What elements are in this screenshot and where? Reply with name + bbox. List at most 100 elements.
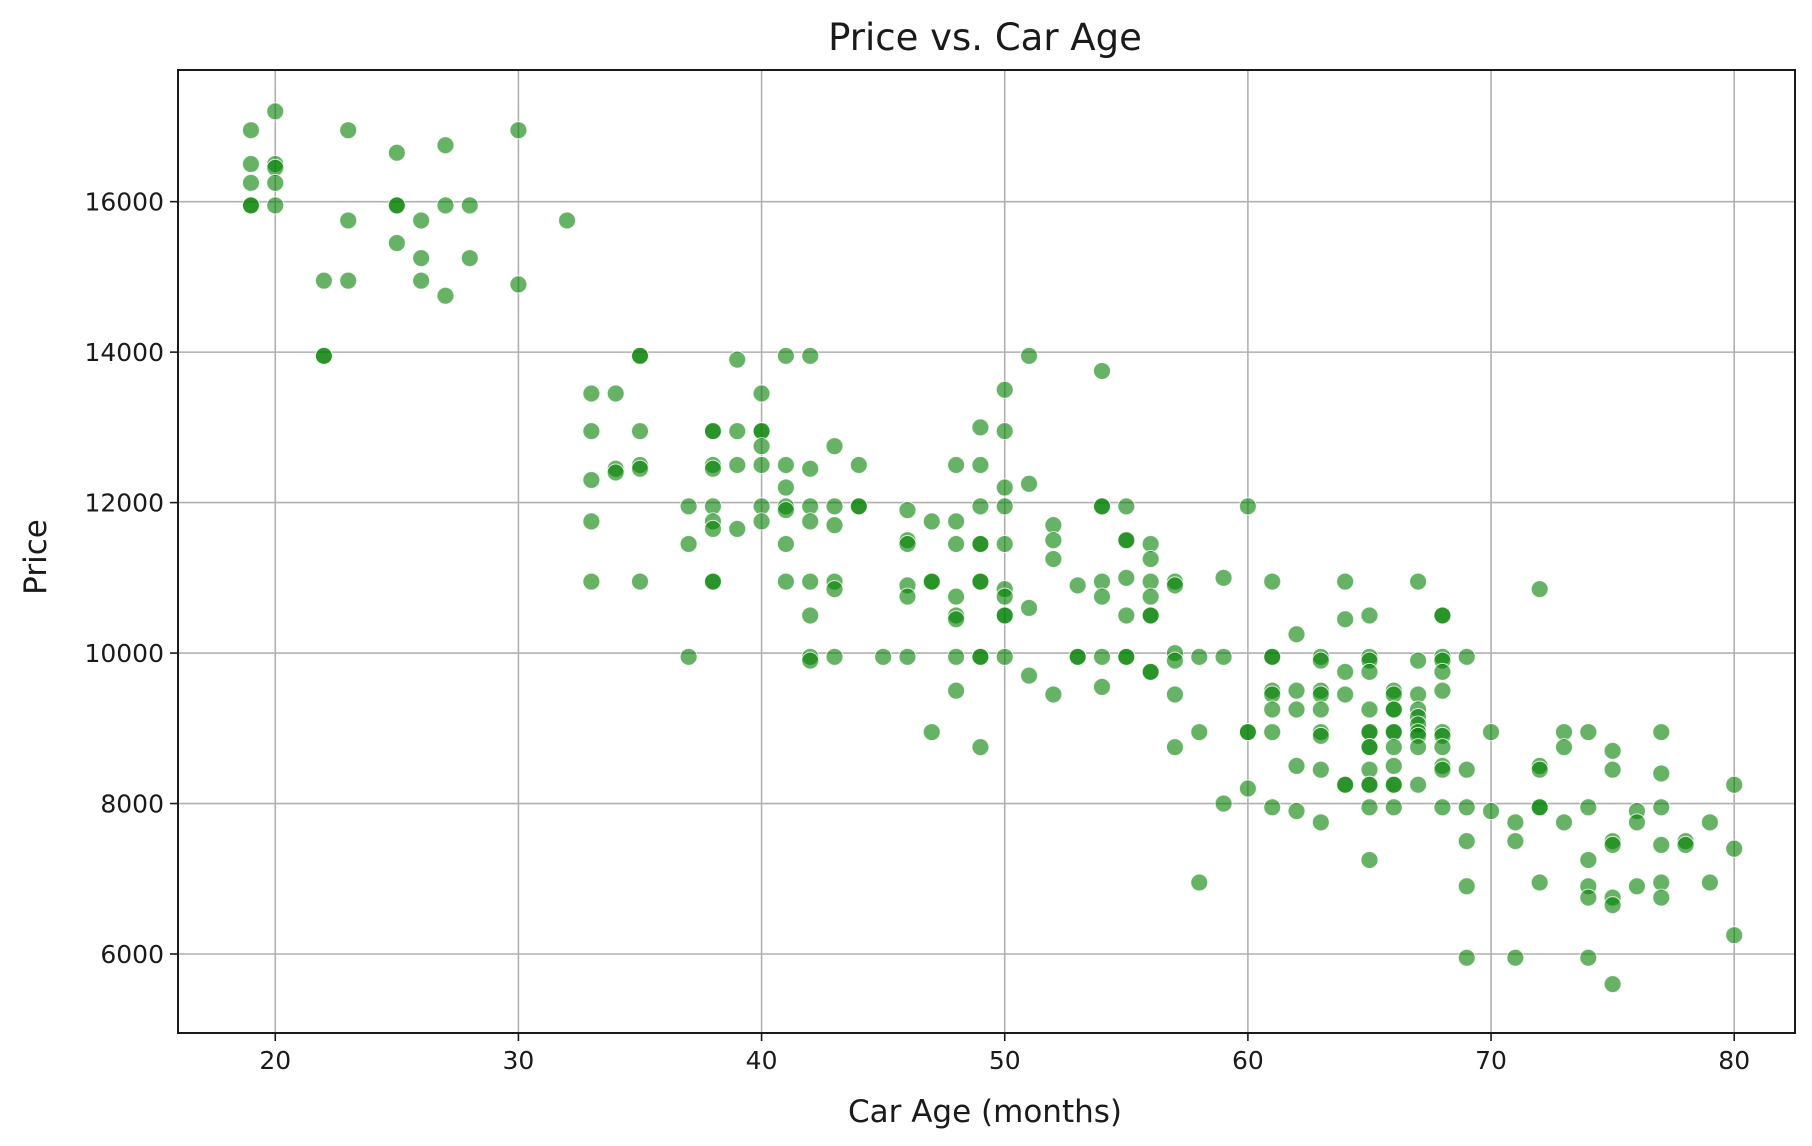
x-tick-label: 50: [989, 1046, 1021, 1075]
data-point: [971, 534, 990, 553]
data-point: [1020, 666, 1039, 685]
data-point: [1117, 647, 1136, 666]
data-point: [849, 497, 868, 516]
data-point: [1603, 741, 1622, 760]
y-tick-label: 16000: [84, 188, 164, 217]
x-axis-ticks: 20 30 40 50 60 70 80: [259, 1033, 1750, 1075]
data-point: [1165, 576, 1184, 595]
data-point: [1530, 873, 1549, 892]
data-point: [631, 459, 649, 478]
data-point: [1457, 798, 1476, 817]
data-point: [1579, 888, 1598, 907]
data-point: [1117, 531, 1136, 550]
data-point: [241, 121, 260, 140]
data-point: [801, 572, 820, 591]
data-point: [752, 437, 771, 456]
data-point: [509, 275, 528, 294]
data-point: [971, 455, 990, 474]
data-point: [1214, 568, 1233, 587]
data-point: [1117, 606, 1136, 625]
data-point: [1336, 662, 1355, 681]
y-tick-label: 14000: [84, 338, 164, 367]
data-point: [460, 249, 479, 268]
data-point: [801, 346, 820, 365]
data-point: [1506, 948, 1525, 967]
data-point: [1652, 888, 1671, 907]
data-point: [728, 519, 747, 538]
data-point: [1141, 550, 1160, 569]
data-point: [995, 380, 1014, 399]
data-point: [1263, 647, 1282, 666]
data-point: [1190, 723, 1209, 742]
data-point: [728, 350, 747, 369]
data-point: [922, 723, 941, 742]
plot-area-frame: [177, 69, 1796, 1034]
data-point: [436, 136, 455, 155]
data-point: [1336, 572, 1355, 591]
data-point: [752, 422, 771, 441]
data-point: [582, 384, 601, 403]
data-point: [1165, 651, 1184, 670]
data-point: [606, 463, 625, 482]
data-point: [995, 606, 1014, 625]
data-point: [1238, 723, 1257, 742]
data-point: [995, 422, 1014, 441]
data-point: [1360, 738, 1379, 757]
data-point: [266, 158, 285, 177]
data-point: [776, 534, 795, 553]
data-point: [460, 196, 479, 215]
data-point: [825, 437, 844, 456]
data-point: [266, 173, 285, 192]
data-point: [947, 455, 966, 474]
data-point: [1433, 606, 1452, 625]
data-point: [1725, 775, 1744, 794]
data-point: [1433, 662, 1452, 681]
data-point: [1287, 625, 1306, 644]
data-point: [752, 497, 771, 516]
data-point: [679, 647, 698, 666]
data-point: [1700, 813, 1719, 832]
data-point: [1044, 516, 1063, 535]
data-point: [1360, 798, 1379, 817]
data-points: [241, 102, 1744, 994]
data-point: [1384, 738, 1403, 757]
data-point: [1360, 775, 1379, 794]
data-point: [1093, 677, 1111, 696]
y-tick-label: 10000: [84, 639, 164, 668]
data-point: [1360, 723, 1379, 742]
y-axis-label: Price: [18, 519, 54, 595]
data-point: [995, 587, 1014, 606]
data-point: [679, 497, 698, 516]
data-point: [801, 651, 820, 670]
x-axis-label: Car Age (months): [848, 1094, 1122, 1130]
data-point: [1263, 723, 1282, 742]
data-point: [825, 497, 844, 516]
data-point: [1433, 760, 1452, 779]
data-point: [631, 572, 649, 591]
data-point: [1263, 798, 1282, 817]
data-point: [1579, 723, 1598, 742]
data-point: [314, 271, 333, 290]
data-point: [801, 606, 820, 625]
data-point: [1190, 647, 1209, 666]
data-point: [1627, 813, 1646, 832]
data-point: [1287, 681, 1306, 700]
data-point: [1238, 779, 1257, 798]
data-point: [1409, 685, 1428, 704]
data-point: [776, 346, 795, 365]
data-point: [1360, 850, 1379, 869]
data-point: [1141, 534, 1160, 553]
data-point: [801, 497, 820, 516]
data-point: [1530, 580, 1549, 599]
data-point: [1311, 813, 1330, 832]
data-point: [631, 346, 649, 365]
data-point: [1093, 361, 1111, 380]
data-point: [898, 534, 917, 553]
data-point: [1287, 700, 1306, 719]
data-point: [776, 478, 795, 497]
data-point: [1020, 474, 1039, 493]
data-point: [874, 647, 893, 666]
data-point: [1020, 598, 1039, 617]
data-point: [971, 497, 990, 516]
data-point: [1725, 839, 1744, 858]
